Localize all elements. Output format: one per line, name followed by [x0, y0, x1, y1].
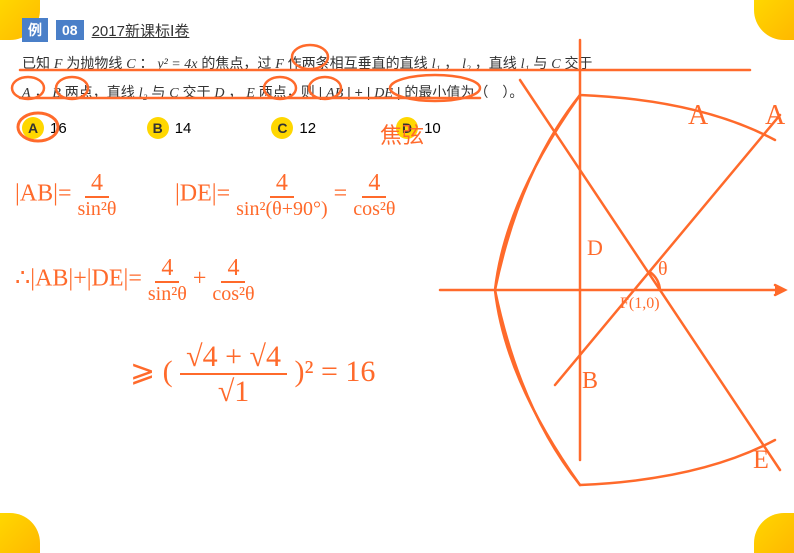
var-l1: l₁: [432, 57, 441, 72]
plus: +: [193, 266, 207, 292]
t8: 交于: [564, 55, 592, 71]
hw-ineq: ⩾ ( √4 + √4√1 )² = 16: [130, 340, 375, 408]
t6: ，直线: [475, 55, 521, 71]
hw-jiaoxian: 焦弦: [380, 118, 424, 150]
choice-A-letter: A: [22, 117, 44, 139]
s1n: 4: [155, 255, 179, 283]
diagram-label-E: E: [753, 445, 769, 475]
therefore: ∴|AB|+|DE|=: [15, 266, 142, 292]
var-E: E: [246, 86, 255, 101]
bn: √4 + √4: [180, 340, 287, 375]
t1: 已知: [22, 55, 54, 71]
var-B: B: [52, 86, 61, 101]
t9: ，: [34, 84, 48, 100]
t13: ，: [228, 84, 242, 100]
var-D: D: [214, 86, 224, 101]
t12: 交于: [182, 84, 214, 100]
csq: )² = 16: [295, 355, 376, 388]
frame-corner-bl: [0, 513, 40, 553]
de-den: sin²(θ+90°): [236, 198, 328, 220]
var-l1b: l₁: [521, 57, 530, 72]
choice-C[interactable]: C 12: [271, 117, 316, 139]
choice-B-value: 14: [175, 120, 192, 137]
var-A: A: [22, 86, 31, 101]
equation: y² = 4x: [157, 57, 197, 72]
var-l2: l₂: [462, 57, 471, 72]
example-number: 08: [56, 20, 84, 40]
s2n: 4: [221, 255, 245, 283]
hw-sum: ∴|AB|+|DE|= 4sin²θ + 4cos²θ: [15, 255, 255, 305]
t15: | + |: [347, 84, 370, 100]
diagram-label-D: D: [587, 235, 603, 261]
t3: ：: [139, 55, 153, 71]
choice-B[interactable]: B 14: [147, 117, 192, 139]
de-num: 4: [270, 170, 294, 198]
t14: 两点，则 |: [259, 84, 323, 100]
de-lbl: |DE|=: [175, 181, 230, 207]
ab-lbl: |AB|=: [15, 181, 71, 207]
t2: 为抛物线: [66, 55, 126, 71]
choice-D-value: 10: [424, 120, 441, 137]
ab-den: sin²θ: [77, 198, 116, 220]
var-F2: F: [275, 57, 284, 72]
choice-C-letter: C: [271, 117, 293, 139]
s2d: cos²θ: [212, 283, 254, 305]
var-C2: C: [551, 57, 560, 72]
var-F: F: [54, 57, 63, 72]
diagram-label-theta: θ: [658, 258, 668, 281]
choice-B-letter: B: [147, 117, 169, 139]
diagram-label-B: B: [582, 368, 598, 395]
t4: 的焦点，过: [201, 55, 275, 71]
t16: | 的最小值为（ ）。: [397, 84, 524, 100]
example-badge: 例: [22, 18, 48, 42]
frame-corner-br: [754, 513, 794, 553]
t11: 与: [151, 84, 169, 100]
t10: 两点，直线: [65, 84, 139, 100]
hw-ab: |AB|= 4sin²θ: [15, 170, 116, 220]
t5: 作两条相互垂直的直线: [288, 55, 432, 71]
t7: 与: [533, 55, 551, 71]
s1d: sin²θ: [148, 283, 187, 305]
var-DE: DE: [374, 86, 393, 101]
var-l2b: l₂: [139, 86, 148, 101]
bd: √1: [218, 375, 249, 408]
var-C3: C: [169, 86, 178, 101]
de-eq: =: [334, 181, 348, 207]
de2-num: 4: [362, 170, 386, 198]
de2-den: cos²θ: [353, 198, 395, 220]
c1: ，: [444, 55, 458, 71]
diagram-label-F: F(1,0): [620, 295, 660, 313]
exam-title: 2017新课标Ⅰ卷: [92, 20, 190, 41]
choice-A-value: 16: [50, 120, 67, 137]
geq: ⩾ (: [130, 355, 173, 388]
var-C: C: [126, 57, 135, 72]
diagram-label-A: A: [688, 100, 708, 132]
hw-de: |DE|= 4sin²(θ+90°) = 4cos²θ: [175, 170, 395, 220]
ab-num: 4: [85, 170, 109, 198]
choice-C-value: 12: [299, 120, 316, 137]
choice-A[interactable]: A 16: [22, 117, 67, 139]
header-row: 例 08 2017新课标Ⅰ卷: [22, 18, 772, 42]
problem-text: 已知 F 为抛物线 C ： y² = 4x 的焦点，过 F 作两条相互垂直的直线…: [22, 50, 772, 107]
var-AB: AB: [326, 86, 343, 101]
diagram-label-A2: A: [765, 100, 785, 132]
